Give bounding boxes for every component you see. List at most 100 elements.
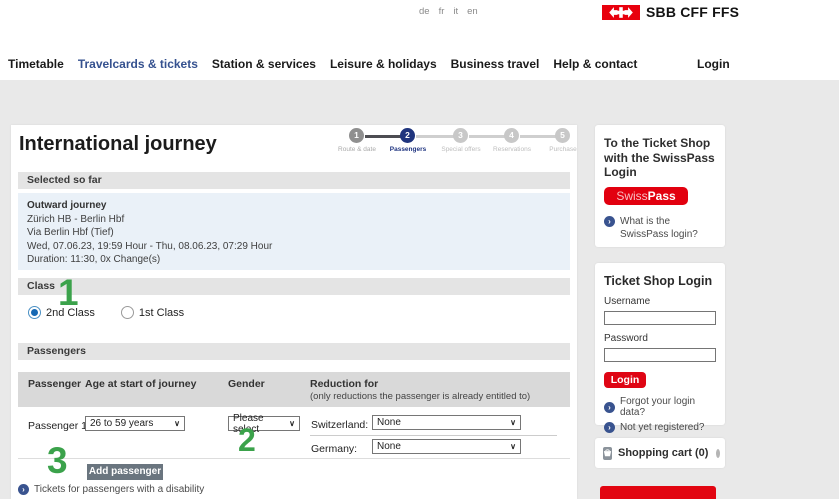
nav-help-contact[interactable]: Help & contact (553, 57, 638, 71)
ticket-shop-login-title: Ticket Shop Login (604, 274, 713, 288)
cart-expand-icon[interactable] (716, 448, 721, 458)
passenger-table-header: Passenger Age at start of journey Gender… (18, 372, 570, 407)
not-registered-label: Not yet registered? (620, 422, 705, 433)
class-section-header: Class (18, 278, 570, 295)
row-divider (18, 458, 570, 459)
nav-leisure-holidays[interactable]: Leisure & holidays (329, 57, 437, 71)
radio-selected-icon (28, 306, 41, 319)
reduction-switzerland-select[interactable]: None ∨ (372, 415, 521, 430)
swisspass-button[interactable]: Swiss Pass (604, 186, 688, 205)
sbb-flag-icon (602, 4, 640, 20)
step-connector (520, 135, 556, 138)
password-field[interactable] (604, 347, 716, 362)
journey-via: Via Berlin Hbf (Tief) (27, 227, 114, 238)
age-select-value: 26 to 59 years (90, 418, 154, 429)
step-2-label: Passengers (389, 146, 427, 153)
step-3-circle: 3 (453, 128, 468, 143)
nav-travelcards-tickets[interactable]: Travelcards & tickets (77, 57, 198, 71)
nav-station-services[interactable]: Station & services (211, 57, 316, 71)
col-reduction-note: (only reductions the passenger is alread… (310, 391, 531, 402)
language-switcher: de fr it en (419, 6, 478, 17)
col-gender: Gender (228, 378, 265, 390)
step-5-label: Purchase (549, 146, 577, 153)
annotation-1: 1 (58, 272, 79, 313)
password-label: Password (604, 333, 648, 344)
step-4-label: Reservations (493, 146, 531, 153)
step-1-circle[interactable]: 1 (349, 128, 364, 143)
gender-select[interactable]: Please select ∨ (228, 413, 300, 435)
chevron-down-icon: ∨ (174, 419, 180, 428)
chevron-down-icon: ∨ (510, 418, 516, 427)
forgot-login-label: Forgot your login data? (620, 396, 696, 418)
main-content-panel: International journey 1 2 3 4 5 Route & … (11, 125, 577, 499)
age-select[interactable]: 26 to 59 years ∨ (85, 416, 185, 431)
add-passenger-button[interactable]: Add passenger (87, 464, 163, 480)
step-1-label: Route & date (338, 146, 376, 153)
nav-timetable[interactable]: Timetable (8, 57, 64, 71)
lang-fr[interactable]: fr (438, 6, 445, 17)
col-reduction: Reduction for (310, 378, 379, 390)
lang-en[interactable]: en (467, 6, 478, 17)
what-is-swisspass-link[interactable]: › What is the SwissPass login? (604, 215, 716, 241)
radio-unselected-icon (120, 306, 134, 319)
reduction-switzerland-value: None (377, 417, 401, 428)
annotation-2: 2 (238, 422, 256, 458)
arrow-circle-icon: › (604, 422, 615, 433)
chevron-down-icon: ∨ (510, 442, 516, 451)
forgot-login-link[interactable]: › Forgot your login data? (604, 396, 716, 418)
arrow-circle-icon: › (18, 484, 29, 495)
reduction-germany-select[interactable]: None ∨ (372, 439, 521, 454)
passengers-section-header: Passengers (18, 343, 570, 360)
step-indicator: 1 2 3 4 5 Route & date Passengers Specia… (332, 126, 582, 162)
radio-1st-class-label: 1st Class (138, 306, 185, 319)
class-options: 2nd Class 1st Class (28, 306, 184, 319)
col-passenger: Passenger (28, 378, 82, 390)
swisspass-button-swiss: Swiss (616, 188, 648, 203)
not-registered-link[interactable]: › Not yet registered? (604, 422, 716, 433)
radio-2nd-class-label: 2nd Class (46, 306, 95, 319)
sidebar-red-button[interactable] (600, 486, 716, 499)
lang-de[interactable]: de (419, 6, 430, 17)
passenger-1-label: Passenger 1 (28, 420, 87, 432)
arrow-circle-icon: › (604, 215, 615, 227)
reduction-germany-label: Germany: (311, 443, 358, 455)
gender-select-value: Please select (233, 412, 264, 435)
shopping-cart-label: Shopping cart (0) (618, 447, 709, 459)
step-2-circle[interactable]: 2 (400, 128, 415, 143)
annotation-3: 3 (47, 440, 68, 481)
what-is-swisspass-label: What is the SwissPass login? (620, 215, 698, 240)
journey-datetime: Wed, 07.06.23, 19:59 Hour - Thu, 08.06.2… (27, 240, 273, 252)
step-5-circle: 5 (555, 128, 570, 143)
page-title: International journey (19, 133, 217, 155)
step-connector (469, 135, 505, 138)
lang-it[interactable]: it (453, 6, 459, 17)
reduction-germany-value: None (377, 441, 401, 452)
nav-business-travel[interactable]: Business travel (450, 57, 540, 71)
radio-1st-class[interactable]: 1st Class (120, 306, 185, 319)
sbb-logo-text: SBB CFF FFS (646, 4, 740, 20)
reduction-divider (310, 435, 557, 436)
reduction-switzerland-label: Switzerland: (311, 419, 369, 431)
shopping-cart-box[interactable]: Shopping cart (0) (595, 438, 725, 468)
main-navigation: Timetable Travelcards & tickets Station … (0, 48, 839, 80)
swisspass-box: To the Ticket Shop with the SwissPass Lo… (595, 125, 725, 247)
login-button[interactable]: Login (604, 372, 646, 388)
radio-2nd-class[interactable]: 2nd Class (28, 306, 95, 319)
step-connector (365, 135, 401, 138)
journey-route: Zürich HB - Berlin Hbf (27, 213, 125, 225)
arrow-circle-icon: › (604, 401, 615, 413)
disability-link-label: Tickets for passengers with a disability (34, 484, 205, 495)
disability-tickets-link[interactable]: › Tickets for passengers with a disabili… (18, 484, 204, 495)
step-4-circle: 4 (504, 128, 519, 143)
journey-duration: Duration: 11:30, 0x Change(s) (27, 254, 161, 265)
sbb-logo[interactable]: SBB CFF FFS (602, 4, 739, 20)
username-field[interactable] (604, 310, 716, 325)
nav-login[interactable]: Login (697, 57, 730, 71)
swisspass-button-pass: Pass (647, 188, 676, 203)
username-label: Username (604, 296, 651, 307)
shopping-cart-icon (603, 446, 612, 460)
swisspass-box-title: To the Ticket Shop with the SwissPass Lo… (604, 136, 715, 179)
selected-so-far-header: Selected so far (18, 172, 570, 189)
chevron-down-icon: ∨ (289, 419, 295, 428)
journey-summary: Outward journey Zürich HB - Berlin Hbf V… (18, 193, 570, 270)
